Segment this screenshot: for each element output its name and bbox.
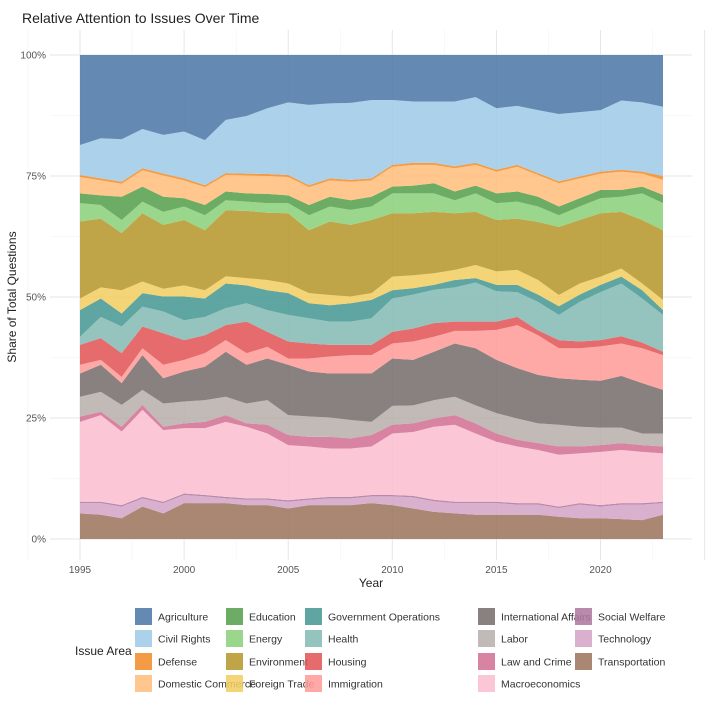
area-energy xyxy=(80,193,663,234)
legend-swatch xyxy=(226,630,243,647)
legend-item: Health xyxy=(305,630,359,647)
area-layers xyxy=(80,55,663,539)
legend-item: Macroeconomics xyxy=(478,675,580,692)
legend-swatch xyxy=(305,675,322,692)
legend-label: International Affairs xyxy=(501,612,591,624)
area-government-operations xyxy=(80,276,663,337)
legend-item: Technology xyxy=(575,630,652,647)
legend-swatch xyxy=(305,608,322,625)
legend-label: Education xyxy=(249,612,296,624)
legend-swatch xyxy=(226,608,243,625)
legend-swatch xyxy=(575,630,592,647)
legend-swatch xyxy=(305,653,322,670)
legend-label: Law and Crime xyxy=(501,657,572,669)
legend-swatch xyxy=(135,630,152,647)
legend-label: Civil Rights xyxy=(158,634,211,646)
legend-item: Agriculture xyxy=(135,608,208,625)
x-tick-label: 2015 xyxy=(485,565,508,576)
x-tick-label: 2005 xyxy=(277,565,300,576)
legend-item: Environment xyxy=(226,653,308,670)
x-tick-label: 2010 xyxy=(381,565,404,576)
legend-label: Immigration xyxy=(328,679,383,691)
y-axis-label: Share of Total Questions xyxy=(5,231,19,362)
y-tick-label: 0% xyxy=(32,535,47,546)
area-housing xyxy=(80,316,663,377)
x-tick-label: 1995 xyxy=(69,565,92,576)
legend-label: Energy xyxy=(249,634,283,646)
legend-item: Defense xyxy=(135,653,197,670)
legend-item: Government Operations xyxy=(305,608,440,625)
legend-item: Transportation xyxy=(575,653,665,670)
legend-item: Education xyxy=(226,608,296,625)
legend-label: Government Operations xyxy=(328,612,440,624)
chart-title: Relative Attention to Issues Over Time xyxy=(22,10,260,26)
area-foreign-trade xyxy=(80,265,663,314)
legend: Issue Area Agriculture Civil Rights Defens… xyxy=(75,608,666,692)
legend-swatch xyxy=(135,608,152,625)
legend-swatch xyxy=(478,608,495,625)
area-health xyxy=(80,282,663,354)
legend-item: Housing xyxy=(305,653,367,670)
x-axis-label: Year xyxy=(359,576,383,590)
legend-label: Foreign Trade xyxy=(249,679,315,691)
area-macroeconomics xyxy=(80,409,663,507)
legend-swatch xyxy=(575,653,592,670)
area-international-affairs xyxy=(80,343,663,434)
y-tick-label: 75% xyxy=(26,172,46,183)
legend-swatch xyxy=(226,653,243,670)
legend-label: Labor xyxy=(501,634,528,646)
legend-item: Labor xyxy=(478,630,528,647)
area-environment xyxy=(80,210,663,300)
legend-swatch xyxy=(478,675,495,692)
legend-item: Civil Rights xyxy=(135,630,211,647)
legend-label: Housing xyxy=(328,657,367,669)
area-agriculture xyxy=(80,55,663,146)
legend-label: Defense xyxy=(158,657,197,669)
x-tick-label: 2020 xyxy=(589,565,612,576)
legend-swatch xyxy=(478,630,495,647)
legend-label: Social Welfare xyxy=(598,612,666,624)
legend-label: Environment xyxy=(249,657,308,669)
legend-swatch xyxy=(305,630,322,647)
y-tick-label: 100% xyxy=(20,51,46,62)
legend-swatch xyxy=(135,653,152,670)
x-axis-ticks: 1995 2000 2005 2010 2015 2020 xyxy=(69,565,612,576)
legend-label: Macroeconomics xyxy=(501,679,580,691)
x-tick-label: 2000 xyxy=(173,565,196,576)
legend-label: Health xyxy=(328,634,359,646)
area-domestic-commerce xyxy=(80,164,663,207)
y-tick-label: 25% xyxy=(26,414,46,425)
area-immigration xyxy=(80,325,663,390)
legend-item: Foreign Trade xyxy=(226,675,315,692)
legend-item: Energy xyxy=(226,630,283,647)
area-technology xyxy=(80,494,663,521)
area-law-and-crime xyxy=(80,404,663,455)
y-tick-label: 50% xyxy=(26,293,46,304)
legend-title: Issue Area xyxy=(75,644,132,658)
legend-label: Transportation xyxy=(598,657,665,669)
area-education xyxy=(80,183,663,221)
legend-swatch xyxy=(478,653,495,670)
legend-item: International Affairs xyxy=(478,608,591,625)
y-axis-ticks: 0% 25% 50% 75% 100% xyxy=(20,51,46,546)
legend-item: Immigration xyxy=(305,675,383,692)
legend-item: Law and Crime xyxy=(478,653,572,670)
area-labor xyxy=(80,389,663,447)
legend-swatch xyxy=(226,675,243,692)
area-transportation xyxy=(80,503,663,539)
legend-label: Agriculture xyxy=(158,612,208,624)
legend-swatch xyxy=(575,608,592,625)
legend-swatch xyxy=(135,675,152,692)
legend-label: Technology xyxy=(598,634,652,646)
area-social-welfare xyxy=(80,493,663,509)
legend-item: Social Welfare xyxy=(575,608,666,625)
area-civil-rights xyxy=(80,97,663,186)
